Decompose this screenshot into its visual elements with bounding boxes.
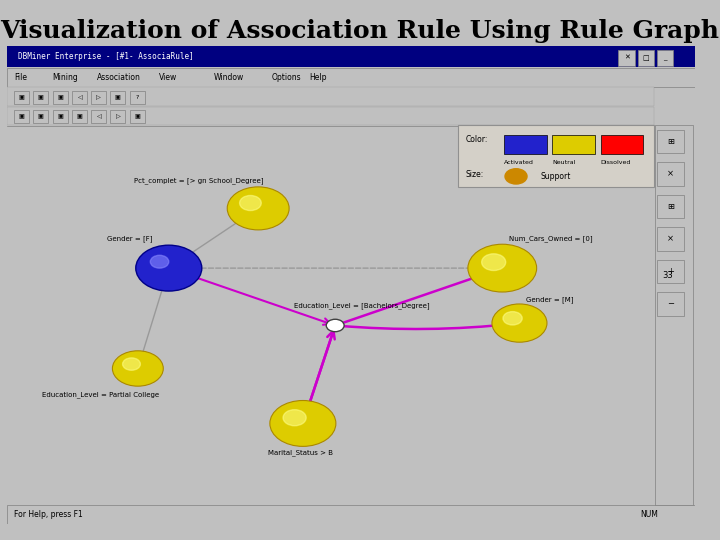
Text: ▣: ▣ xyxy=(57,95,63,100)
Circle shape xyxy=(468,244,536,292)
FancyBboxPatch shape xyxy=(91,91,107,104)
Text: Association: Association xyxy=(96,73,140,82)
FancyBboxPatch shape xyxy=(657,162,685,186)
Text: Education_Level = [Bachelors_Degree]: Education_Level = [Bachelors_Degree] xyxy=(294,302,430,309)
Text: ▣: ▣ xyxy=(57,114,63,119)
Text: ▣: ▣ xyxy=(19,114,24,119)
FancyBboxPatch shape xyxy=(14,110,30,123)
FancyBboxPatch shape xyxy=(458,125,654,187)
Text: Dissolved: Dissolved xyxy=(600,160,631,165)
Text: ?: ? xyxy=(135,95,139,100)
FancyBboxPatch shape xyxy=(72,110,87,123)
Circle shape xyxy=(122,358,140,370)
FancyBboxPatch shape xyxy=(657,260,685,284)
FancyBboxPatch shape xyxy=(110,110,125,123)
FancyBboxPatch shape xyxy=(14,91,30,104)
FancyBboxPatch shape xyxy=(7,106,654,125)
FancyBboxPatch shape xyxy=(110,91,125,104)
Text: Marital_Status > B: Marital_Status > B xyxy=(269,450,333,456)
Bar xyxy=(552,135,595,154)
Bar xyxy=(504,135,547,154)
Text: ▣: ▣ xyxy=(19,95,24,100)
FancyBboxPatch shape xyxy=(638,50,654,66)
FancyBboxPatch shape xyxy=(657,194,685,218)
Text: Gender = [M]: Gender = [M] xyxy=(526,296,574,302)
Text: +: + xyxy=(667,267,674,276)
FancyBboxPatch shape xyxy=(7,87,654,106)
FancyBboxPatch shape xyxy=(657,130,685,153)
FancyBboxPatch shape xyxy=(72,91,87,104)
Text: For Help, press F1: For Help, press F1 xyxy=(14,510,83,519)
Text: Color:: Color: xyxy=(466,134,488,144)
Text: ▣: ▣ xyxy=(115,95,121,100)
Circle shape xyxy=(270,401,336,447)
Circle shape xyxy=(505,168,527,184)
Text: □: □ xyxy=(643,55,649,61)
FancyBboxPatch shape xyxy=(618,50,635,66)
Text: Size:: Size: xyxy=(466,171,484,179)
FancyBboxPatch shape xyxy=(7,505,695,524)
FancyBboxPatch shape xyxy=(130,110,145,123)
FancyBboxPatch shape xyxy=(33,91,48,104)
Text: Support: Support xyxy=(540,172,570,181)
Circle shape xyxy=(136,245,202,291)
Text: Window: Window xyxy=(213,73,244,82)
FancyBboxPatch shape xyxy=(7,69,695,86)
Circle shape xyxy=(240,195,261,211)
Text: ▷: ▷ xyxy=(115,114,120,119)
Text: ▣: ▣ xyxy=(38,114,44,119)
Text: Visualization of Association Rule Using Rule Graph: Visualization of Association Rule Using … xyxy=(1,19,719,43)
FancyBboxPatch shape xyxy=(657,50,673,66)
Text: ▷: ▷ xyxy=(96,95,101,100)
Text: NUM: NUM xyxy=(640,510,657,519)
Text: ✕: ✕ xyxy=(624,55,630,61)
Circle shape xyxy=(482,254,505,271)
Text: Num_Cars_Owned = [0]: Num_Cars_Owned = [0] xyxy=(509,235,593,242)
Text: File: File xyxy=(14,73,27,82)
Circle shape xyxy=(326,319,344,332)
FancyBboxPatch shape xyxy=(91,110,107,123)
Circle shape xyxy=(112,351,163,386)
FancyBboxPatch shape xyxy=(33,110,48,123)
Text: ⊞: ⊞ xyxy=(667,137,674,146)
Text: ▣: ▣ xyxy=(134,114,140,119)
Text: Education_Level = Partial College: Education_Level = Partial College xyxy=(42,392,158,398)
Text: Help: Help xyxy=(310,73,328,82)
Text: ◁: ◁ xyxy=(96,114,101,119)
FancyBboxPatch shape xyxy=(657,227,685,251)
FancyBboxPatch shape xyxy=(53,91,68,104)
Circle shape xyxy=(492,304,547,342)
Text: _: _ xyxy=(664,55,667,61)
Text: ×: × xyxy=(667,170,674,179)
Text: ▣: ▣ xyxy=(76,114,82,119)
FancyBboxPatch shape xyxy=(657,292,685,316)
Circle shape xyxy=(503,312,522,325)
Text: ×: × xyxy=(667,234,674,244)
Text: DBMiner Enterprise - [#1- AssociaRule]: DBMiner Enterprise - [#1- AssociaRule] xyxy=(17,52,193,61)
Text: 33: 33 xyxy=(662,271,672,280)
Text: −: − xyxy=(667,300,674,308)
FancyBboxPatch shape xyxy=(53,110,68,123)
Text: View: View xyxy=(158,73,176,82)
Text: Pct_complet = [> gn School_Degree]: Pct_complet = [> gn School_Degree] xyxy=(135,177,264,184)
Text: Activated: Activated xyxy=(504,160,534,165)
Text: ▣: ▣ xyxy=(38,95,44,100)
FancyBboxPatch shape xyxy=(655,125,693,505)
FancyBboxPatch shape xyxy=(7,46,695,68)
FancyBboxPatch shape xyxy=(130,91,145,104)
Circle shape xyxy=(150,255,168,268)
Bar xyxy=(600,135,643,154)
Circle shape xyxy=(283,410,306,426)
Text: Neutral: Neutral xyxy=(552,160,576,165)
Text: Gender = [F]: Gender = [F] xyxy=(107,235,153,242)
Text: ⊞: ⊞ xyxy=(667,202,674,211)
Text: ◁: ◁ xyxy=(77,95,82,100)
Text: Mining: Mining xyxy=(52,73,78,82)
Circle shape xyxy=(228,187,289,230)
Text: Options: Options xyxy=(272,73,302,82)
